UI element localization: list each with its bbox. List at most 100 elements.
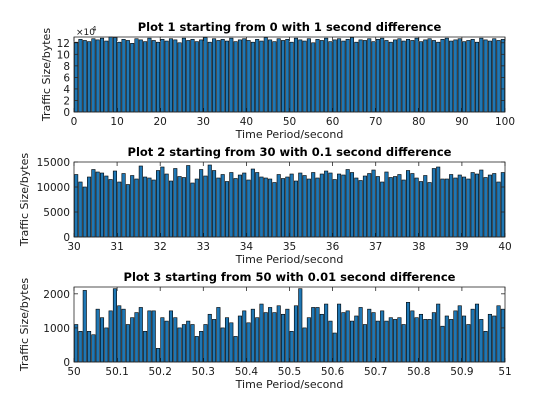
bar bbox=[487, 40, 492, 113]
bar bbox=[216, 40, 221, 113]
bar bbox=[181, 177, 186, 238]
bar bbox=[233, 41, 238, 113]
bar bbox=[332, 179, 337, 238]
bar bbox=[500, 172, 505, 238]
bar bbox=[298, 288, 303, 363]
x-tick-label: 50.2 bbox=[149, 366, 172, 378]
x-tick-label: 30 bbox=[197, 116, 210, 128]
bar bbox=[224, 317, 230, 363]
bar bbox=[268, 39, 273, 113]
bar bbox=[285, 176, 290, 238]
bar bbox=[358, 307, 363, 363]
bar bbox=[203, 324, 208, 363]
bar bbox=[436, 41, 441, 113]
bar bbox=[220, 327, 225, 363]
bar bbox=[436, 166, 441, 238]
y-tick-label: 5000 bbox=[43, 207, 70, 219]
bar bbox=[285, 39, 290, 113]
bar bbox=[259, 303, 264, 363]
bar bbox=[483, 177, 488, 238]
y-tick-label: 15000 bbox=[37, 157, 70, 169]
bar bbox=[418, 313, 423, 363]
bar bbox=[177, 42, 182, 113]
bar bbox=[108, 179, 113, 238]
bar bbox=[345, 310, 350, 363]
bar bbox=[212, 38, 217, 113]
bar bbox=[319, 173, 324, 238]
bar bbox=[431, 312, 436, 363]
bar bbox=[306, 38, 311, 113]
bar bbox=[268, 178, 273, 238]
bar bbox=[216, 177, 221, 238]
x-tick-label: 90 bbox=[455, 116, 468, 128]
x-tick-label: 35 bbox=[283, 241, 296, 253]
bar bbox=[82, 186, 87, 238]
x-axis-label: Time Period/second bbox=[235, 128, 344, 141]
bar bbox=[125, 324, 130, 363]
bar bbox=[186, 40, 191, 113]
bar bbox=[276, 38, 281, 113]
bar bbox=[87, 41, 92, 113]
y-multiplier: ×10 bbox=[76, 28, 95, 38]
bar bbox=[341, 312, 346, 363]
bar bbox=[384, 171, 389, 238]
y-tick-label: 4 bbox=[63, 84, 70, 96]
bar bbox=[151, 40, 156, 113]
bar bbox=[354, 41, 359, 113]
bar bbox=[246, 322, 251, 363]
bar bbox=[268, 307, 273, 363]
bar bbox=[199, 39, 204, 113]
y-tick-label: 10 bbox=[57, 49, 70, 61]
bar bbox=[95, 39, 100, 113]
bar bbox=[315, 177, 320, 238]
bar bbox=[349, 320, 355, 363]
bar bbox=[108, 36, 113, 113]
x-tick-label: 100 bbox=[495, 116, 515, 128]
bar bbox=[375, 320, 380, 363]
bar bbox=[117, 41, 122, 113]
bar bbox=[194, 178, 199, 238]
bar bbox=[496, 181, 501, 238]
bar bbox=[289, 41, 294, 113]
x-tick-label: 40 bbox=[240, 116, 253, 128]
bar bbox=[380, 37, 385, 113]
bar bbox=[462, 176, 467, 238]
subplot-3: Plot 3 starting from 50 with 0.01 second… bbox=[18, 270, 512, 391]
x-tick-label: 80 bbox=[412, 116, 425, 128]
bar bbox=[229, 37, 234, 113]
x-tick-label: 50.4 bbox=[235, 366, 259, 378]
bar bbox=[405, 170, 411, 238]
bar bbox=[281, 313, 286, 363]
x-tick-label: 33 bbox=[197, 241, 210, 253]
bar bbox=[237, 315, 242, 363]
x-tick-label: 50.7 bbox=[364, 366, 387, 378]
bar bbox=[199, 169, 204, 238]
bar bbox=[74, 324, 79, 363]
bar bbox=[147, 310, 152, 363]
bar bbox=[393, 39, 398, 113]
bar bbox=[281, 40, 286, 113]
bar bbox=[319, 313, 324, 363]
bar bbox=[311, 42, 316, 113]
bar bbox=[173, 168, 178, 238]
y-axis-label: Traffic Size/bytes bbox=[40, 28, 53, 122]
bar bbox=[117, 181, 122, 238]
bar bbox=[74, 174, 79, 238]
bar bbox=[156, 41, 161, 113]
bar bbox=[436, 303, 441, 363]
axes-box bbox=[73, 36, 506, 113]
bar bbox=[319, 40, 324, 113]
y-tick-label: 2 bbox=[63, 95, 70, 107]
x-tick-label: 51 bbox=[498, 366, 511, 378]
bar bbox=[285, 308, 290, 363]
bar bbox=[401, 40, 406, 113]
bar bbox=[393, 319, 398, 363]
bar bbox=[367, 173, 372, 238]
bar bbox=[457, 305, 462, 363]
bar bbox=[324, 170, 329, 238]
bar bbox=[151, 310, 156, 363]
bar bbox=[95, 308, 100, 363]
bar bbox=[207, 313, 212, 363]
subplot-title: Plot 3 starting from 50 with 0.01 second… bbox=[124, 270, 456, 284]
